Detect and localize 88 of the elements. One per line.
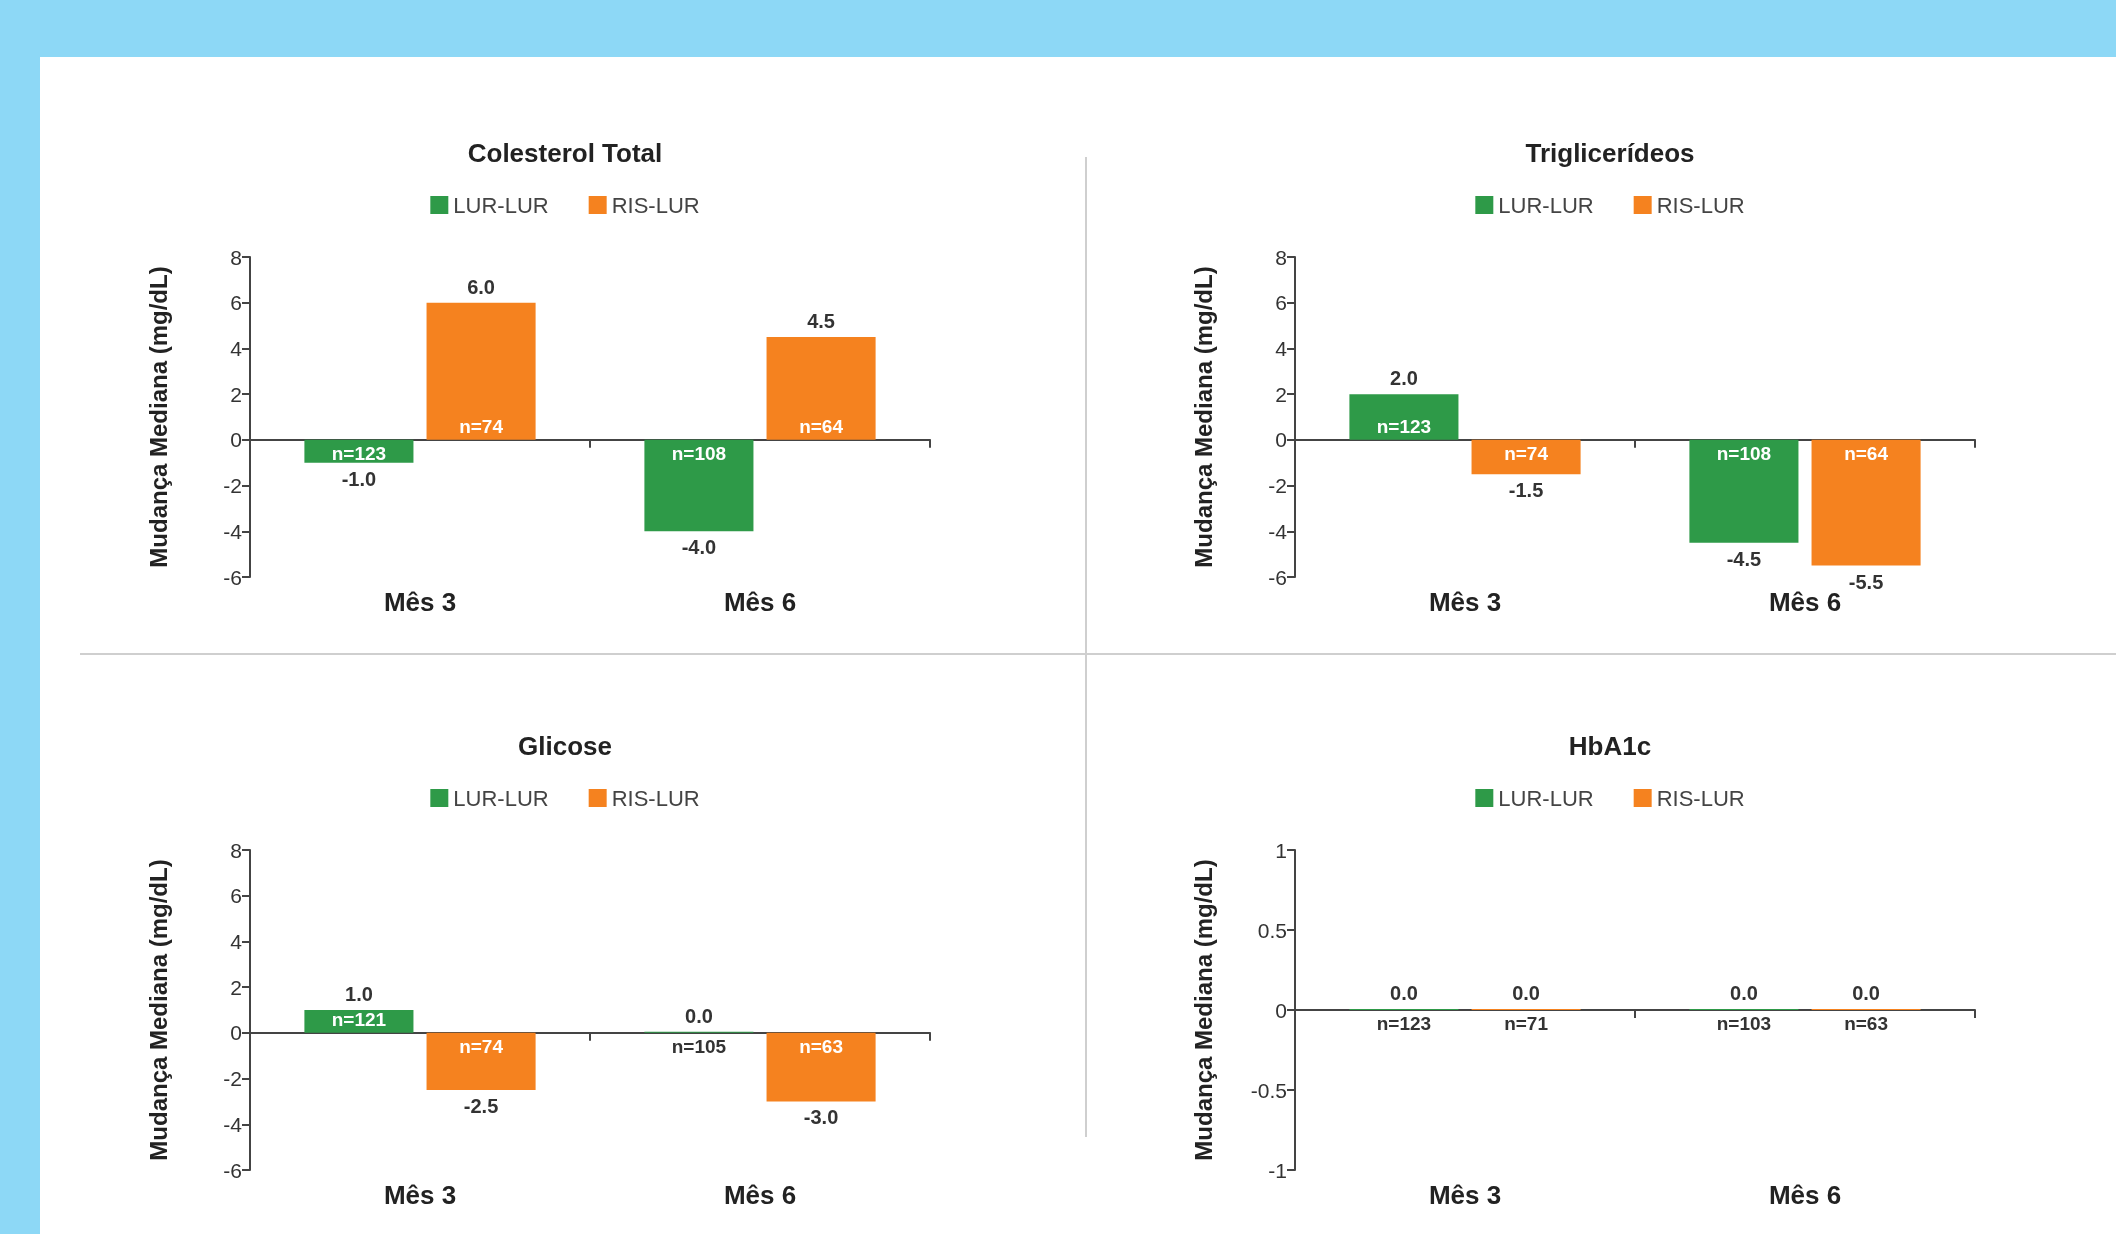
y-tick-label: 6: [1275, 291, 1287, 315]
legend-label: LUR-LUR: [1498, 192, 1594, 218]
legend-label: RIS-LUR: [1656, 785, 1745, 811]
y-tick-label: 0: [1275, 998, 1287, 1022]
data-label: -4.5: [1726, 547, 1762, 570]
data-label: -5.5: [1848, 570, 1884, 593]
y-tick-label: 0: [1275, 428, 1287, 452]
y-tick-label: -1: [1268, 1158, 1287, 1182]
y-tick-label: 8: [230, 838, 242, 862]
annotation: n=63: [799, 1035, 843, 1057]
legend-label: LUR-LUR: [1498, 785, 1594, 811]
annotation: n=123: [1376, 415, 1432, 437]
annotation: n=123: [331, 442, 387, 464]
legend-label: RIS-LUR: [611, 192, 700, 218]
y-tick-label: 6: [230, 291, 242, 315]
y-tick-label: -4: [1268, 519, 1288, 543]
data-label: -2.5: [463, 1095, 499, 1117]
y-axis-title: Mudança Mediana (mg/dL): [1189, 266, 1217, 568]
annotation: n=108: [1716, 442, 1772, 464]
legend-label: RIS-LUR: [611, 785, 700, 811]
bar: [644, 439, 754, 532]
chart-title: Triglicerídeos: [1525, 138, 1695, 168]
y-tick-label: 4: [1275, 336, 1288, 360]
data-label: 0.0: [1390, 982, 1418, 1004]
y-axis-title: Mudança Mediana (mg/dL): [144, 266, 172, 568]
x-tick-label: Mês 6: [1768, 1180, 1842, 1210]
y-tick-label: -4: [223, 1112, 243, 1136]
y-tick-label: 4: [230, 336, 243, 360]
data-label: -1.5: [1508, 479, 1544, 502]
x-tick-label: Mês 6: [723, 587, 797, 617]
data-label: 1.0: [345, 983, 373, 1005]
y-tick-label: 0: [230, 1021, 242, 1045]
x-tick-label: Mês 3: [1428, 1180, 1502, 1210]
chart-title: Colesterol Total: [467, 138, 663, 168]
data-label: 4.5: [807, 310, 835, 332]
x-tick-label: Mês 3: [1428, 587, 1502, 617]
y-tick-label: -6: [223, 565, 242, 589]
y-tick-label: 2: [230, 382, 242, 406]
x-tick-label: Mês 6: [1768, 587, 1842, 617]
y-tick-label: -6: [223, 1158, 242, 1182]
y-tick-label: 4: [230, 929, 243, 953]
data-label: -3.0: [803, 1106, 839, 1129]
legend-label: RIS-LUR: [1656, 192, 1745, 218]
x-tick-label: Mês 6: [723, 1180, 797, 1210]
y-tick-label: 1: [1275, 838, 1287, 862]
y-tick-label: -2: [223, 1067, 242, 1091]
y-tick-label: 2: [1275, 382, 1287, 406]
y-tick-label: -6: [1268, 565, 1287, 589]
annotation: n=123: [1376, 1013, 1432, 1034]
annotation: n=121: [331, 1008, 387, 1030]
y-tick-label: -4: [223, 519, 243, 543]
data-label: 0.0: [1852, 982, 1880, 1004]
annotation: n=74: [459, 415, 504, 437]
legend-label: LUR-LUR: [453, 785, 549, 811]
annotation: n=74: [459, 1035, 504, 1057]
data-label: 0.0: [1730, 982, 1758, 1004]
data-label: -4.0: [681, 536, 717, 559]
y-tick-label: 0.5: [1257, 918, 1287, 942]
data-label: 0.0: [1512, 982, 1540, 1004]
y-tick-label: 0: [230, 428, 242, 452]
bar: [766, 337, 876, 440]
y-tick-label: 6: [230, 884, 242, 908]
annotation: n=64: [799, 415, 844, 437]
annotation: n=63: [1844, 1013, 1888, 1034]
chart-title: Glicose: [518, 731, 612, 761]
legend-label: LUR-LUR: [453, 192, 549, 218]
chart-title: HbA1c: [1568, 731, 1652, 761]
data-label: 6.0: [467, 275, 495, 298]
y-tick-label: -0.5: [1250, 1078, 1287, 1102]
annotation: n=71: [1504, 1013, 1549, 1034]
annotation: n=103: [1716, 1013, 1772, 1034]
y-tick-label: -2: [223, 474, 242, 498]
annotation: n=105: [671, 1035, 727, 1057]
bar: [426, 302, 536, 440]
x-tick-label: Mês 3: [383, 587, 457, 617]
y-axis-title: Mudança Mediana (mg/dL): [1189, 859, 1217, 1161]
y-tick-label: -2: [1268, 474, 1287, 498]
y-tick-label: 8: [230, 245, 242, 269]
y-tick-label: 8: [1275, 245, 1287, 269]
annotation: n=108: [671, 442, 727, 464]
data-label: 0.0: [685, 1004, 713, 1027]
data-label: -1.0: [341, 467, 377, 490]
x-tick-label: Mês 3: [383, 1180, 457, 1210]
annotation: n=74: [1504, 442, 1549, 464]
y-axis-title: Mudança Mediana (mg/dL): [144, 859, 172, 1161]
annotation: n=64: [1844, 442, 1889, 464]
data-label: 2.0: [1390, 367, 1418, 390]
y-tick-label: 2: [230, 975, 242, 999]
